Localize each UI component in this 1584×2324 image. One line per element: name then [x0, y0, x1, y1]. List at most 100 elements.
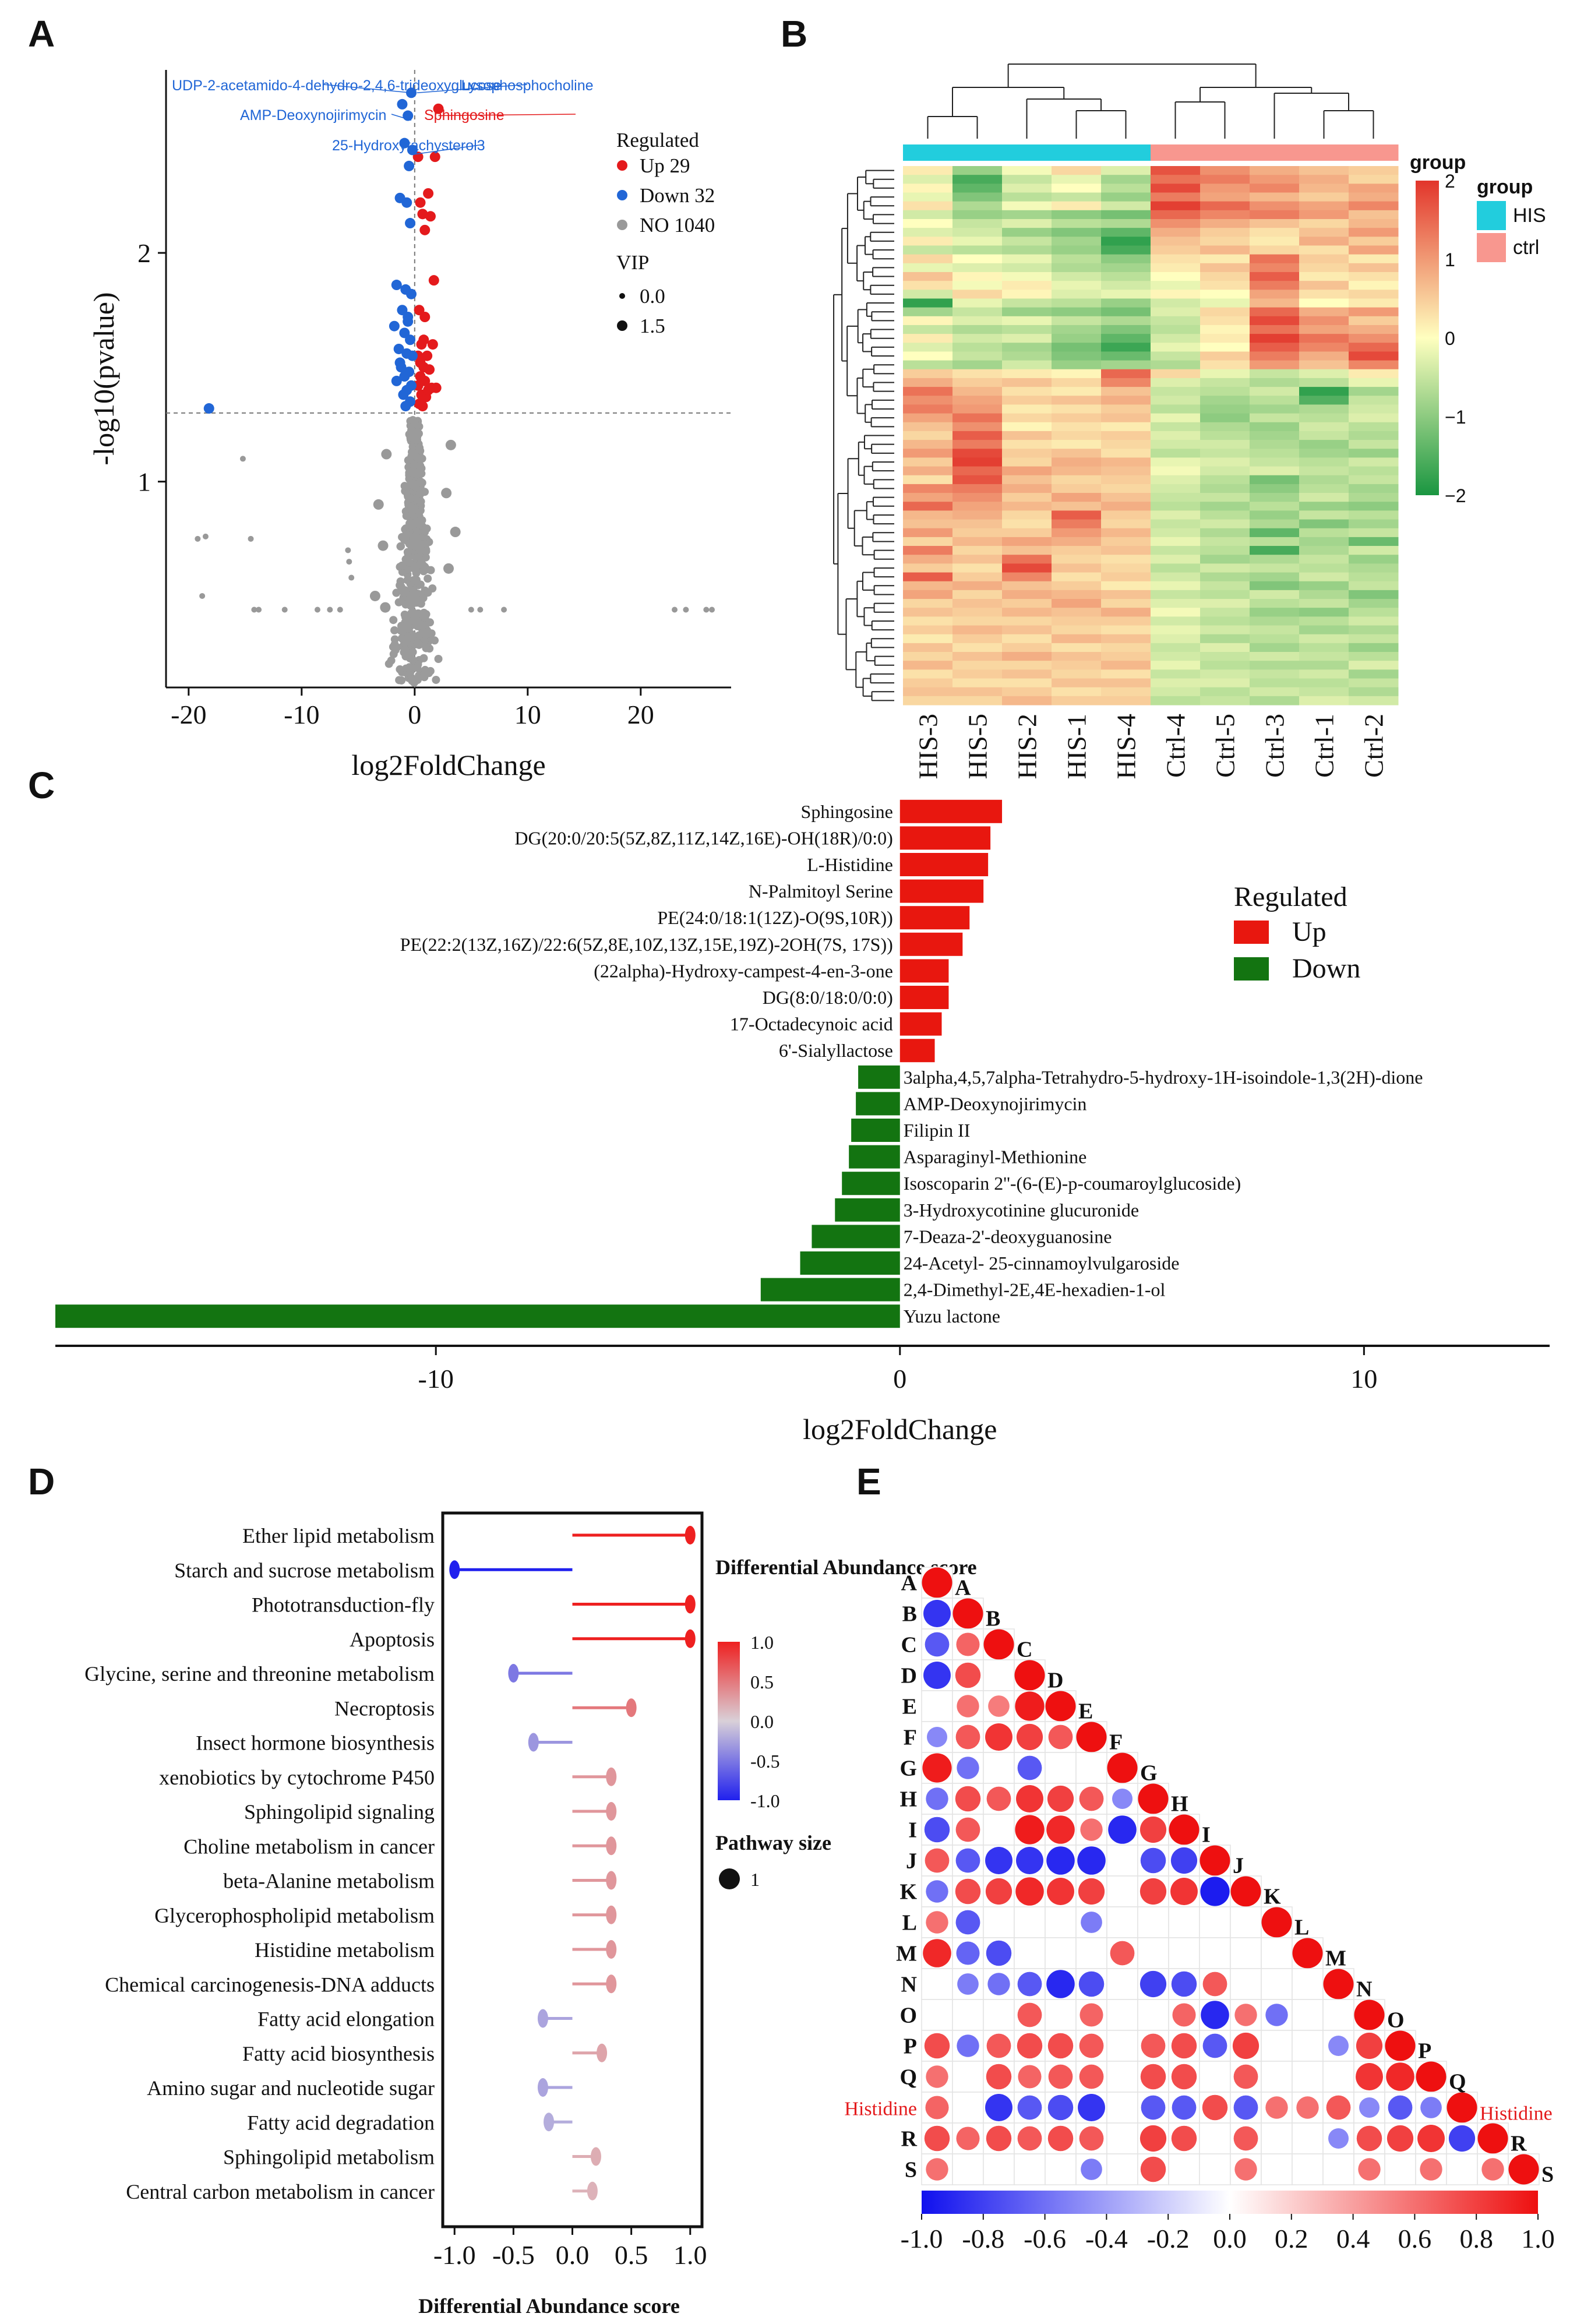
lollipop-head — [537, 2078, 548, 2097]
heatmap-cell — [1101, 245, 1151, 255]
heatmap-cell — [1349, 396, 1399, 405]
heatmap-cell — [1052, 210, 1102, 220]
correlation-dot — [1170, 1847, 1198, 1874]
bar — [835, 1198, 900, 1222]
correlation-dot — [926, 2065, 948, 2088]
heatmap-cell — [1052, 334, 1102, 343]
bar-label: Asparaginyl-Methionine — [904, 1147, 1087, 1168]
down-point — [397, 98, 408, 110]
no-point — [709, 606, 715, 613]
no-point — [441, 488, 452, 499]
heatmap-cell — [1101, 502, 1151, 511]
group-bar-cell — [952, 144, 1003, 161]
matrix-cell — [1014, 1906, 1046, 1938]
heatmap-cell — [1052, 493, 1102, 502]
heatmap-cell — [952, 184, 1003, 193]
heatmap-cell — [903, 378, 953, 387]
heatmap-cell — [903, 271, 953, 281]
bar-label: L-Histidine — [807, 854, 893, 875]
correlation-dot — [985, 1878, 1013, 1905]
correlation-dot — [926, 2158, 948, 2181]
heatmap-cell — [1349, 590, 1399, 599]
heatmap-cell — [1349, 696, 1399, 706]
heatmap-cell — [1299, 245, 1349, 255]
clustered-heatmap: HIS-3 HIS-5 HIS-2 HIS-1 HIS-4 Ctrl-4 Ctrl-5 Ctr… — [833, 64, 1546, 779]
heatmap-cell — [1200, 431, 1250, 440]
ns-point — [405, 663, 414, 672]
heatmap-cell — [952, 457, 1003, 467]
heatmap-cell — [1299, 360, 1349, 370]
heatmap-cell — [1101, 387, 1151, 396]
correlation-dot — [1076, 1722, 1107, 1752]
heatmap-cell — [1101, 210, 1151, 220]
heatmap-cell — [1002, 404, 1052, 414]
correlation-dot — [1171, 2125, 1197, 2152]
heatmap-cell — [1299, 307, 1349, 317]
heatmap-cell — [1052, 316, 1102, 326]
heatmap-cell — [1052, 643, 1102, 653]
heatmap-cell — [1002, 696, 1052, 706]
heatmap-cell — [1002, 175, 1052, 184]
heatmap-cell — [1200, 218, 1250, 228]
heatmap-cell — [1101, 184, 1151, 193]
row-label: D — [901, 1664, 917, 1688]
heatmap-cell — [1052, 378, 1102, 387]
correlation-dot — [923, 1662, 951, 1689]
heatmap-cell — [1200, 652, 1250, 661]
no-point — [450, 527, 461, 538]
heatmap-cell — [1250, 599, 1300, 608]
heatmap-cell — [903, 298, 953, 308]
heatmap-cell — [1200, 404, 1250, 414]
heatmap-cell — [1299, 334, 1349, 343]
colorbar-tick-label: −2 — [1445, 485, 1466, 506]
ns-point — [408, 676, 417, 685]
heatmap-cell — [1151, 652, 1201, 661]
heatmap-cell — [1299, 237, 1349, 246]
bar — [899, 932, 963, 956]
correlation-dot — [1388, 2095, 1413, 2120]
ns-point — [408, 586, 417, 594]
diagonal-label: J — [1233, 1854, 1244, 1878]
colorbar-tick-label: -0.2 — [1147, 2224, 1190, 2254]
heatmap-cell — [1151, 625, 1201, 635]
heatmap-cell — [1250, 369, 1300, 379]
heatmap-cell — [903, 599, 953, 608]
heatmap-cell — [1299, 484, 1349, 493]
correlation-dot — [1141, 2033, 1166, 2058]
heatmap-cell — [1299, 175, 1349, 184]
no-point — [672, 606, 678, 613]
matrix-cell — [983, 2153, 1015, 2185]
bar — [842, 1172, 900, 1195]
heatmap-cell — [903, 218, 953, 228]
correlation-dot — [1015, 1877, 1044, 1906]
no-point — [327, 606, 333, 613]
bar-label: Filipin II — [904, 1120, 971, 1141]
heatmap-cell — [1101, 475, 1151, 485]
heatmap-cell — [952, 290, 1003, 299]
x-tick-label: -20 — [171, 700, 206, 729]
heatmap-cell — [1002, 201, 1052, 211]
group-bar-cell — [1151, 144, 1201, 161]
ns-point — [400, 648, 408, 657]
correlation-dot — [924, 1817, 950, 1843]
heatmap-cell — [952, 484, 1003, 493]
ns-point — [422, 644, 431, 653]
matrix-cell — [1137, 1937, 1169, 1969]
lollipop-head — [528, 1733, 539, 1752]
heatmap-cell — [1349, 608, 1399, 617]
correlation-dot — [955, 1662, 981, 1688]
row-label: S — [905, 2158, 917, 2182]
correlation-dot — [1079, 2003, 1103, 2027]
matrix-cell — [1261, 1937, 1293, 1969]
heatmap-cell — [1200, 687, 1250, 697]
correlation-dot — [925, 1848, 950, 1873]
correlation-dot — [1356, 2032, 1383, 2059]
row-label: I — [908, 1818, 917, 1843]
heatmap-cell — [1151, 343, 1201, 352]
heatmap-cell — [1052, 528, 1102, 538]
heatmap-cell — [952, 237, 1003, 246]
heatmap-cell — [952, 334, 1003, 343]
heatmap-cell — [1250, 572, 1300, 582]
heatmap-cell — [1151, 661, 1201, 670]
x-axis-title: Differential Abundance score — [418, 2294, 680, 2318]
